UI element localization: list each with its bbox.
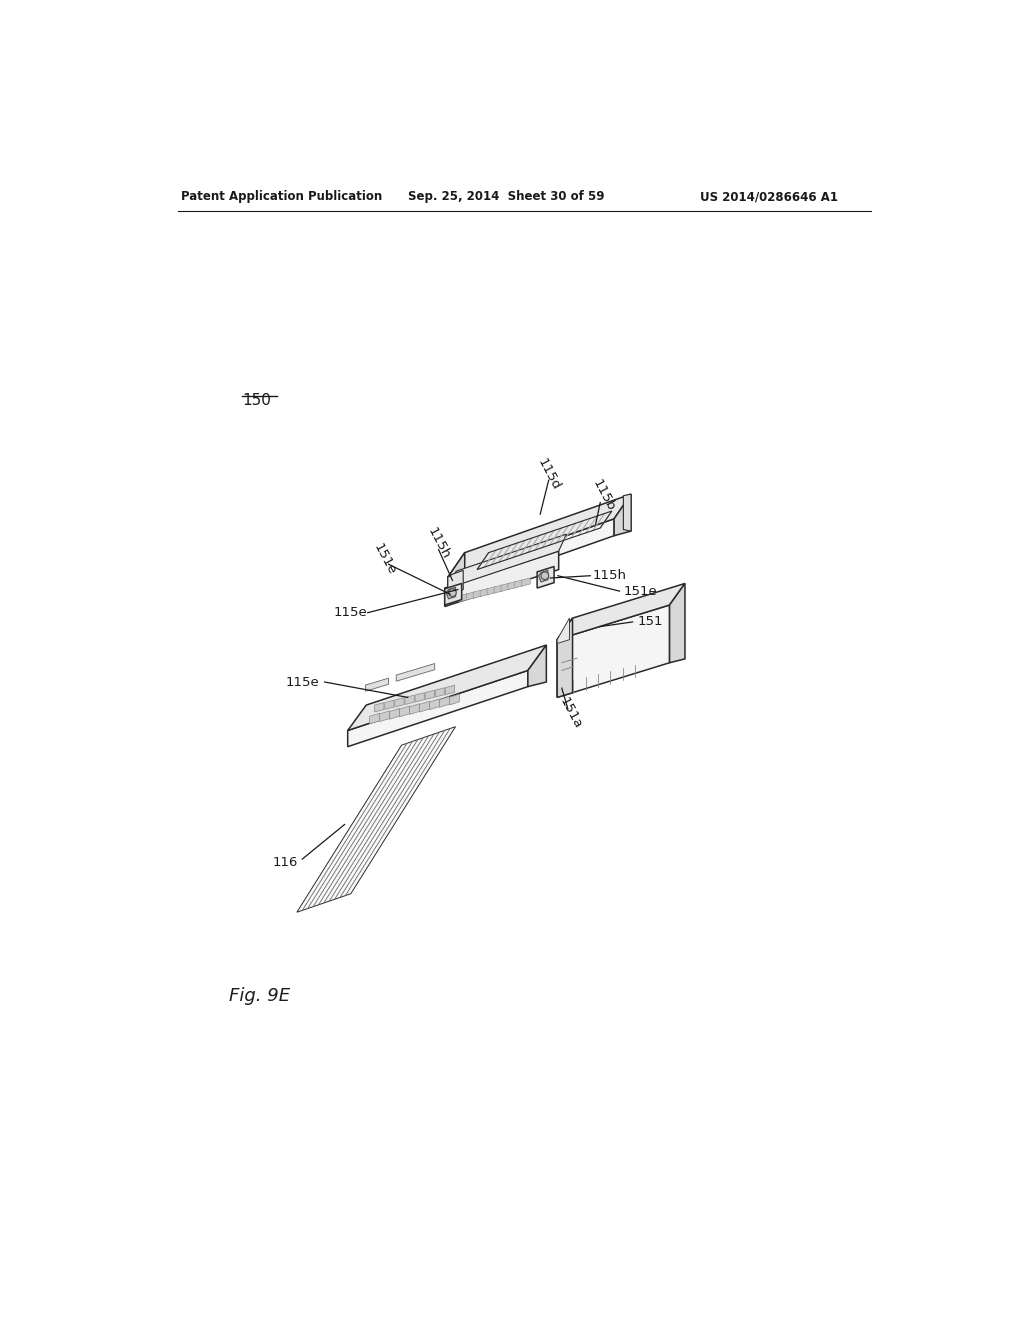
Polygon shape bbox=[538, 566, 554, 589]
Polygon shape bbox=[297, 726, 456, 912]
Polygon shape bbox=[380, 711, 389, 722]
Polygon shape bbox=[404, 696, 415, 705]
Polygon shape bbox=[410, 704, 420, 714]
Polygon shape bbox=[447, 519, 614, 594]
Polygon shape bbox=[447, 494, 631, 577]
Polygon shape bbox=[539, 570, 548, 582]
Polygon shape bbox=[480, 589, 488, 597]
Polygon shape bbox=[389, 709, 399, 719]
Text: 151: 151 bbox=[637, 615, 663, 628]
Polygon shape bbox=[670, 583, 685, 663]
Text: Patent Application Publication: Patent Application Publication bbox=[180, 190, 382, 203]
Polygon shape bbox=[370, 713, 380, 723]
Polygon shape bbox=[447, 570, 463, 594]
Polygon shape bbox=[445, 685, 455, 694]
Polygon shape bbox=[557, 605, 670, 697]
Text: 115h: 115h bbox=[593, 569, 627, 582]
Circle shape bbox=[449, 589, 457, 597]
Polygon shape bbox=[473, 590, 481, 598]
Polygon shape bbox=[420, 701, 429, 711]
Polygon shape bbox=[557, 618, 572, 697]
Polygon shape bbox=[444, 583, 462, 605]
Polygon shape bbox=[396, 664, 435, 681]
Polygon shape bbox=[429, 698, 439, 710]
Text: 151a: 151a bbox=[557, 694, 585, 731]
Text: 151e: 151e bbox=[371, 541, 398, 577]
Polygon shape bbox=[515, 579, 523, 589]
Text: 116: 116 bbox=[272, 857, 298, 870]
Polygon shape bbox=[366, 678, 388, 692]
Text: Sep. 25, 2014  Sheet 30 of 59: Sep. 25, 2014 Sheet 30 of 59 bbox=[408, 190, 604, 203]
Text: 115b: 115b bbox=[591, 478, 617, 513]
Polygon shape bbox=[439, 697, 450, 708]
Polygon shape bbox=[449, 535, 566, 589]
Polygon shape bbox=[348, 671, 528, 747]
Text: 115e: 115e bbox=[334, 606, 368, 619]
Polygon shape bbox=[528, 645, 547, 686]
Text: 150: 150 bbox=[243, 393, 271, 408]
Polygon shape bbox=[348, 645, 547, 730]
Text: 115h: 115h bbox=[425, 525, 453, 561]
Polygon shape bbox=[399, 706, 410, 717]
Polygon shape bbox=[487, 586, 496, 595]
Polygon shape bbox=[508, 581, 516, 590]
Text: Fig. 9E: Fig. 9E bbox=[229, 987, 290, 1006]
Polygon shape bbox=[435, 688, 444, 697]
Polygon shape bbox=[395, 698, 404, 708]
Polygon shape bbox=[375, 702, 384, 711]
Polygon shape bbox=[521, 578, 530, 586]
Polygon shape bbox=[557, 583, 685, 640]
Text: 115d: 115d bbox=[535, 455, 562, 492]
Polygon shape bbox=[557, 618, 569, 644]
Polygon shape bbox=[614, 494, 631, 536]
Polygon shape bbox=[460, 594, 468, 602]
Text: 151e: 151e bbox=[624, 585, 657, 598]
Polygon shape bbox=[450, 694, 460, 705]
Polygon shape bbox=[444, 552, 559, 607]
Text: US 2014/0286646 A1: US 2014/0286646 A1 bbox=[700, 190, 839, 203]
Polygon shape bbox=[415, 693, 424, 702]
Polygon shape bbox=[466, 591, 475, 601]
Polygon shape bbox=[624, 494, 631, 531]
Polygon shape bbox=[501, 583, 509, 591]
Polygon shape bbox=[446, 587, 456, 599]
Text: 115e: 115e bbox=[286, 676, 319, 689]
Polygon shape bbox=[494, 585, 503, 593]
Polygon shape bbox=[425, 690, 434, 700]
Circle shape bbox=[541, 572, 549, 579]
Polygon shape bbox=[385, 700, 394, 709]
Polygon shape bbox=[447, 553, 465, 594]
